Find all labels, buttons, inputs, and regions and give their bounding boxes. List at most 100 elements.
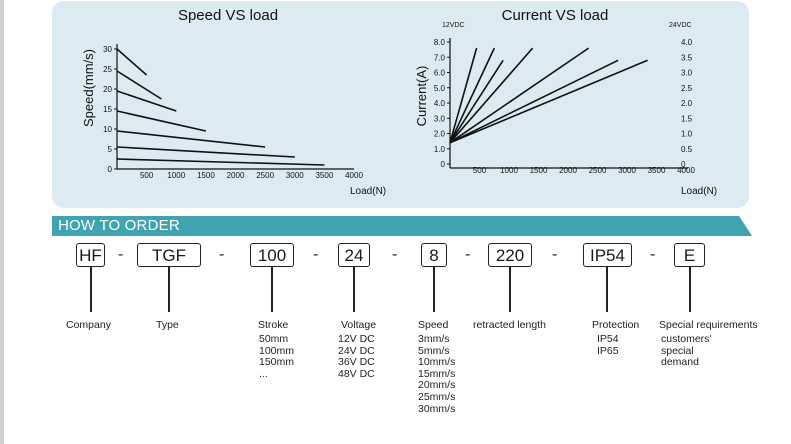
current-y-tick-label: 7.0 [434,53,446,62]
option-item: special [661,344,694,357]
option-item: 50mm [259,333,289,345]
current-right-y-tick-label: 1.5 [681,114,693,123]
current-series-line [449,47,590,144]
separator-dash: - [219,246,225,263]
options-voltage: 12V DC 24V DC 36V DC 48V DC [338,333,375,380]
speed-y-tick-label: 30 [103,45,112,54]
speed-x-tick-label: 3500 [315,171,333,180]
speed-y-tick-label: 20 [103,85,112,94]
current-x-axis-label: Load(N) [681,186,717,197]
option-item: demand [661,356,699,369]
current-x-tick-label: 2500 [589,166,607,175]
speed-series-line [116,130,266,148]
caption-special: Special requirements [659,319,758,331]
order-banner [52,216,752,236]
current-right-y-tick-label: 2.0 [681,99,693,108]
current-y-tick-label: 3.0 [434,114,446,123]
connector-line [90,267,92,312]
code-type: TGF [137,243,201,267]
option-item: IP54 [597,333,619,345]
current-right-y-tick-label: 1.0 [681,130,693,139]
options-speed: 3mm/s 5mm/s 10mm/s 15mm/s 20mm/s 25mm/s … [418,333,456,415]
current-y-tick-label: 1.0 [434,145,446,154]
option-item: 3mm/s [418,333,450,345]
current-x-tick-label: 4000 [677,166,695,175]
current-series-line [449,47,496,144]
speed-series-line [116,158,325,166]
current-x-tick-label: 1000 [500,166,518,175]
current-left-axis-caption: 12VDC [442,22,465,29]
option-item: 30mm/s [418,402,456,415]
speed-x-axis-label: Load(N) [350,186,386,197]
charts-canvas: Speed VS load Speed(mm/s) Load(N) 0 5 10 15… [81,7,717,197]
speed-series-line [116,70,162,100]
code-protection: IP54 [583,243,632,267]
option-item: 20mm/s [418,379,456,392]
speed-y-tick-label: 15 [103,105,112,114]
option-item: 100mm [259,344,295,357]
current-y-tick-label: 6.0 [434,69,446,78]
connector-line [689,267,691,312]
current-series-line [449,59,648,144]
current-y-tick-label: 4.0 [434,99,446,108]
current-y-tick-label: 0 [441,160,446,169]
current-chart-title: Current VS load [502,7,609,24]
separator-dash: - [392,246,398,263]
option-item: 5mm/s [418,344,450,357]
option-item: 36V DC [338,356,375,369]
speed-y-tick-label: 0 [108,165,113,174]
speed-series-line [116,48,148,76]
code-special: E [674,243,705,267]
connector-line [271,267,273,312]
current-y-tick-label: 8.0 [434,38,446,47]
separator-dash: - [313,246,319,263]
caption-protection: Protection [592,319,640,331]
separator-dash: - [552,246,558,263]
speed-x-tick-label: 2000 [227,171,245,180]
current-right-y-tick-label: 0.5 [681,145,693,154]
current-y-axis-label: Current(A) [414,66,429,127]
caption-voltage: Voltage [341,319,377,331]
speed-y-tick-label: 25 [103,65,112,74]
speed-x-tick-label: 2500 [256,171,274,180]
chart-panel [52,1,749,208]
speed-series-line [116,110,207,132]
code-retracted-length: 220 [488,243,532,267]
speed-y-axis-label: Speed(mm/s) [81,49,96,127]
current-series-line [449,59,504,144]
option-item: 24V DC [338,344,375,357]
current-x-tick-label: 2000 [559,166,577,175]
order-heading: HOW TO ORDER [58,217,180,234]
option-item: IP65 [597,344,619,357]
connector-line [509,267,511,312]
current-x-tick-label: 3500 [648,166,666,175]
option-item: 150mm [259,356,295,369]
current-y-tick-label: 2.0 [434,130,446,139]
code-company: HF [76,243,105,267]
caption-speed: Speed [418,319,449,331]
option-item: ... [259,367,268,380]
current-x-tick-label: 3000 [618,166,636,175]
code-speed: 8 [421,243,447,267]
current-right-y-tick-label: 0 [681,160,686,169]
options-special: customers' special demand [661,333,711,369]
current-x-tick-label: 1500 [530,166,548,175]
speed-x-tick-label: 1500 [197,171,215,180]
option-item: 25mm/s [418,390,456,403]
order-banner-shape [52,216,752,236]
connector-line [433,267,435,312]
option-item: 48V DC [338,367,375,380]
current-right-y-tick-label: 4.0 [681,38,693,47]
speed-x-tick-label: 3000 [286,171,304,180]
current-right-y-tick-label: 3.5 [681,53,693,62]
speed-y-tick-label: 10 [103,125,112,134]
current-right-y-tick-label: 3.0 [681,69,693,78]
speed-chart-title: Speed VS load [178,7,278,24]
connector-line [606,267,608,312]
option-item: 10mm/s [418,356,456,369]
options-protection: IP54 IP65 [597,333,619,357]
current-series-line [449,47,478,143]
speed-x-tick-label: 500 [140,171,154,180]
speed-x-tick-label: 4000 [345,171,363,180]
current-x-tick-label: 500 [473,166,487,175]
